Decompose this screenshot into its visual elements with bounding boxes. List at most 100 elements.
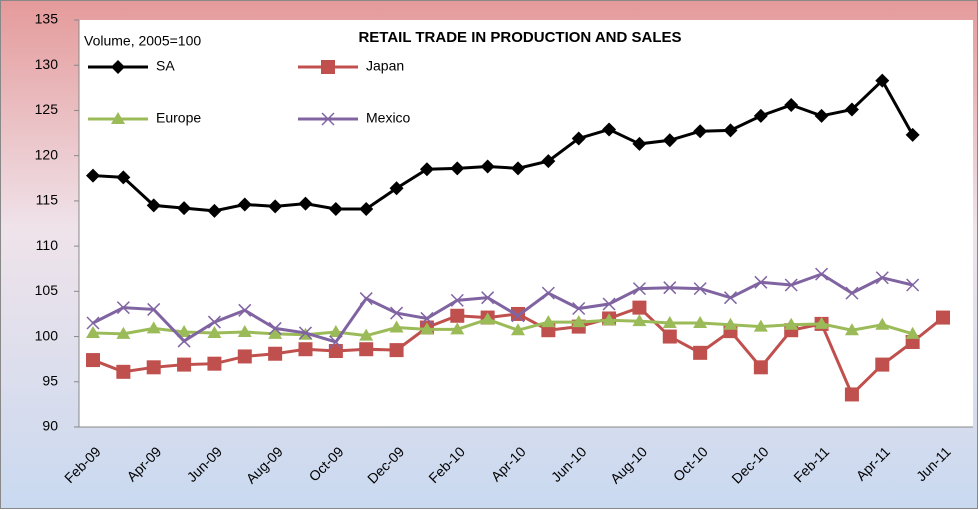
marker [359, 342, 374, 357]
marker [541, 315, 556, 328]
marker [207, 203, 222, 218]
marker [784, 317, 799, 330]
y-tick-label: 125 [35, 101, 59, 117]
marker [419, 322, 434, 335]
marker [329, 335, 343, 349]
marker [420, 311, 434, 325]
y-tick-label: 135 [35, 11, 59, 27]
marker [268, 199, 283, 214]
marker [146, 321, 161, 334]
marker [753, 108, 768, 123]
marker [389, 181, 404, 196]
marker [693, 124, 708, 139]
series-line [92, 78, 914, 213]
marker [875, 317, 890, 330]
marker [207, 315, 221, 329]
marker [146, 360, 161, 375]
marker [450, 293, 464, 307]
marker [480, 159, 495, 174]
marker [632, 314, 647, 327]
y-tick-label: 120 [35, 146, 59, 162]
marker [359, 292, 373, 306]
marker [389, 320, 404, 333]
marker [237, 349, 252, 364]
marker [116, 326, 131, 339]
marker [116, 170, 131, 185]
legend-label: Japan [366, 58, 404, 74]
marker [723, 317, 738, 330]
marker [480, 312, 495, 325]
marker [723, 123, 738, 138]
marker [753, 360, 768, 375]
marker [511, 323, 525, 336]
marker [177, 201, 192, 216]
marker [86, 325, 100, 338]
marker [693, 282, 707, 296]
marker [237, 197, 252, 212]
marker [723, 291, 738, 305]
marker [207, 325, 222, 338]
marker [328, 202, 343, 217]
marker [906, 278, 920, 292]
series-line [92, 272, 913, 344]
marker [875, 271, 889, 285]
marker [481, 291, 495, 305]
marker [147, 302, 161, 316]
marker [321, 112, 335, 126]
marker [86, 353, 100, 368]
marker [116, 301, 130, 315]
marker [207, 356, 222, 371]
y-tick-label: 100 [35, 327, 59, 343]
marker [359, 328, 374, 341]
marker [359, 202, 374, 217]
marker [845, 286, 859, 300]
marker [298, 196, 313, 211]
marker [571, 131, 586, 146]
marker [450, 322, 465, 335]
marker [602, 122, 617, 137]
marker [905, 326, 920, 339]
marker [936, 310, 950, 325]
marker [268, 321, 282, 335]
marker [389, 343, 404, 358]
marker [328, 344, 343, 359]
marker [814, 316, 829, 329]
y-tick-label: 90 [42, 418, 58, 434]
marker [784, 278, 798, 292]
marker [86, 316, 100, 330]
chart-title: RETAIL TRADE IN PRODUCTION AND SALES [358, 29, 681, 46]
marker [693, 315, 708, 328]
annotation: Volume, 2005=100 [84, 33, 201, 49]
marker [511, 161, 525, 176]
marker [844, 323, 859, 336]
marker [328, 325, 343, 338]
y-tick-label: 130 [35, 56, 59, 72]
marker [511, 309, 525, 323]
marker [268, 346, 283, 361]
marker [146, 198, 161, 213]
marker [450, 161, 465, 176]
marker [663, 281, 677, 295]
marker [662, 133, 677, 148]
y-tick-label: 95 [42, 372, 58, 388]
marker [662, 329, 677, 344]
marker [602, 313, 617, 326]
series-line [92, 317, 914, 338]
marker [844, 102, 859, 117]
marker [875, 73, 890, 88]
marker [321, 60, 335, 74]
legend-label: Mexico [366, 110, 411, 126]
marker [541, 286, 555, 300]
marker [541, 154, 556, 169]
marker [693, 345, 708, 360]
marker [571, 315, 586, 328]
legend-label: Europe [156, 110, 201, 126]
marker [419, 162, 434, 177]
marker [784, 98, 799, 113]
marker [572, 301, 586, 316]
marker [450, 308, 465, 323]
marker [116, 364, 131, 379]
marker [905, 127, 920, 142]
marker [268, 326, 283, 339]
marker [662, 315, 677, 328]
